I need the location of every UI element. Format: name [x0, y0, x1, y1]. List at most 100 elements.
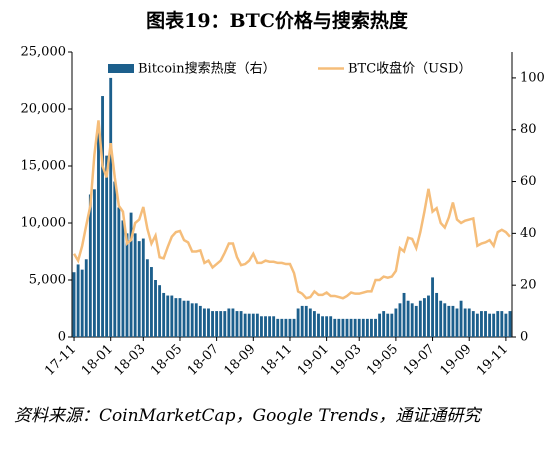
bar [276, 318, 280, 337]
bar [508, 311, 512, 337]
bar [211, 311, 214, 337]
bar [394, 308, 398, 337]
bar [215, 311, 219, 337]
x-tick-label: 19-01 [295, 342, 332, 379]
bar [219, 311, 223, 337]
y2-tick-label: 0 [520, 330, 528, 345]
bar [251, 313, 255, 337]
bar [300, 305, 304, 337]
bar [500, 311, 504, 337]
bar [76, 264, 80, 337]
chart-title: 图表19：BTC价格与搜索热度 [146, 10, 408, 32]
bar [182, 300, 186, 337]
bar [398, 303, 402, 337]
bar [170, 295, 174, 337]
bar [467, 308, 471, 337]
bar [357, 318, 361, 337]
bar [235, 311, 239, 337]
chart: 0 5,000 10,000 15,000 20,000 25,000 0 20 40 60 80 1… [21, 45, 545, 379]
bar [341, 318, 345, 337]
bar [113, 181, 117, 337]
bar [186, 300, 190, 337]
bar [166, 295, 170, 337]
x-tick-label: 17-11 [42, 342, 79, 379]
bar [133, 233, 137, 337]
bar [345, 318, 349, 337]
x-tick-label: 19-05 [364, 342, 401, 379]
bar [296, 308, 300, 337]
x-tick-label: 18-05 [148, 342, 185, 379]
bar [353, 318, 357, 337]
bar [88, 194, 92, 337]
bar [447, 305, 451, 337]
bar [365, 318, 369, 337]
bar [349, 318, 353, 337]
y2-tick-label: 40 [520, 226, 537, 241]
bar [431, 277, 434, 337]
bar [227, 308, 231, 337]
bar [325, 316, 329, 337]
bar [304, 305, 308, 337]
x-tick-label: 18-07 [185, 342, 222, 379]
bar [455, 308, 459, 337]
bar [174, 298, 178, 337]
bar [72, 272, 76, 337]
bar [443, 303, 447, 337]
bar [260, 316, 263, 337]
bar [125, 233, 129, 337]
y-tick-label: 25,000 [21, 45, 67, 60]
bar [427, 295, 430, 337]
bar [105, 155, 109, 337]
bar [463, 308, 467, 337]
bar [370, 318, 373, 337]
bar [190, 303, 194, 337]
x-tick-label: 19-03 [327, 342, 364, 379]
bar [154, 280, 157, 337]
bar [382, 311, 386, 337]
bar [202, 308, 206, 337]
bar [121, 220, 125, 337]
bar [129, 212, 133, 337]
bar [378, 313, 382, 337]
bar [272, 316, 276, 337]
bar [333, 318, 337, 337]
bar [386, 313, 390, 337]
bar [207, 308, 210, 337]
x-tick-label: 18-11 [258, 342, 295, 379]
bar [308, 308, 312, 337]
bar [471, 311, 475, 337]
source-note: 资料来源：CoinMarketCap，Google Trends，通证通研究 [14, 406, 481, 426]
bar [239, 311, 243, 337]
y-tick-label: 10,000 [21, 216, 67, 231]
bar [480, 311, 483, 337]
x-tick-label: 18-01 [79, 342, 116, 379]
bar [247, 313, 251, 337]
bar [150, 267, 153, 337]
bar [484, 311, 487, 337]
bar [284, 318, 288, 337]
bar [117, 207, 121, 337]
bar [162, 292, 166, 337]
bar [80, 269, 84, 337]
x-tick-label: 19-07 [401, 342, 438, 379]
bar [361, 318, 365, 337]
bar [492, 313, 496, 337]
bar [158, 285, 162, 337]
y-tick-label: 0 [58, 330, 66, 345]
line [72, 120, 511, 300]
x-tick-label: 19-11 [474, 342, 511, 379]
y-tick-label: 5,000 [29, 273, 66, 288]
legend-swatch [108, 64, 134, 73]
x-tick-label: 18-03 [111, 342, 148, 379]
bar [280, 318, 284, 337]
bar [231, 308, 235, 337]
y-tick-label: 15,000 [21, 159, 67, 174]
y2-tick-label: 20 [520, 278, 537, 293]
bar [101, 96, 104, 337]
y2-tick-label: 80 [520, 122, 537, 137]
bar [439, 300, 443, 337]
x-tick-label: 18-09 [221, 342, 258, 379]
bar [496, 311, 500, 337]
bar [243, 313, 247, 337]
bar [451, 305, 455, 337]
